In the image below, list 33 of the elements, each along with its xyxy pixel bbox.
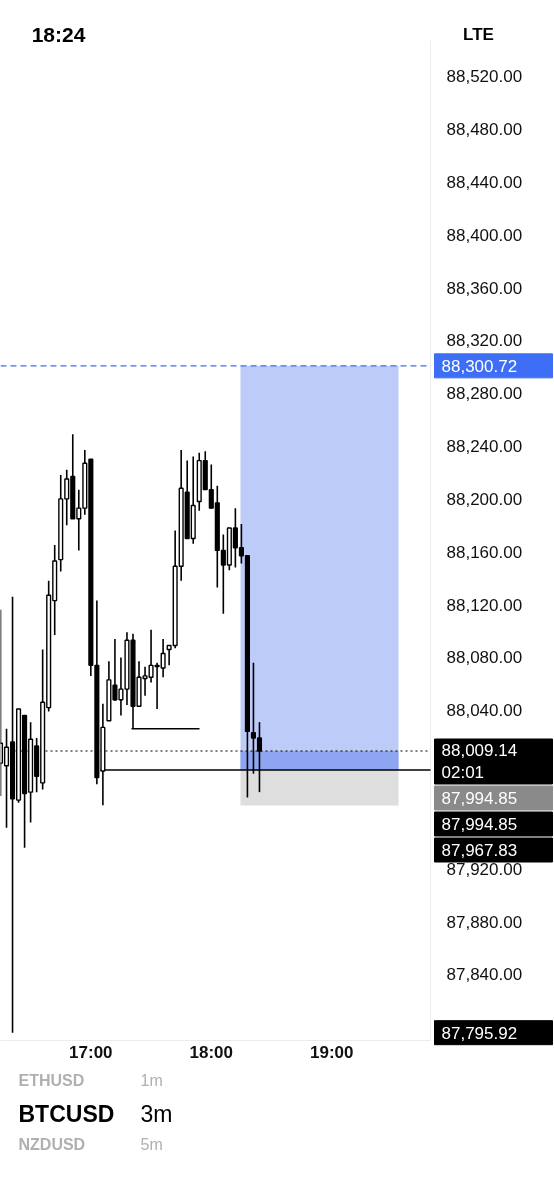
ref-line-label: 87,994.85 — [441, 815, 518, 835]
y-tick-label: 88,480.00 — [446, 120, 523, 140]
text: BTCUSD — [18, 1100, 115, 1127]
y-tick-label: 88,120.00 — [446, 595, 523, 615]
text: LTE — [463, 25, 494, 44]
text: 5m — [140, 1136, 163, 1153]
y-tick-label: 88,320.00 — [446, 331, 523, 351]
x-tick-label: 17:00 — [69, 1043, 113, 1062]
text: 1m — [140, 1072, 163, 1089]
text: 3m — [140, 1100, 173, 1127]
y-tick-label: 87,880.00 — [446, 912, 523, 932]
annotation: 18:24 — [31, 23, 86, 46]
y-tick-label: 88,520.00 — [446, 67, 523, 87]
y-tick-label: 88,040.00 — [446, 701, 523, 721]
y-tick-label: 88,080.00 — [446, 648, 523, 668]
text: 87,795.92 — [441, 1023, 518, 1043]
y-tick-label: 87,840.00 — [446, 965, 523, 985]
y-tick-label: 88,280.00 — [446, 384, 523, 404]
text: ETHUSD — [18, 1072, 85, 1089]
y-tick-label: 88,400.00 — [446, 225, 523, 245]
y-tick-label: 87,920.00 — [446, 859, 523, 879]
y-tick-label: 88,200.00 — [446, 489, 523, 509]
band-label: 87,967.83 — [441, 841, 518, 861]
x-tick-label: 19:00 — [309, 1043, 354, 1062]
y-tick-label: 88,240.00 — [446, 437, 523, 457]
x-tick-label: 18:00 — [189, 1043, 234, 1062]
ref-line-label: 88,300.72 — [441, 356, 518, 376]
band-label: 87,994.85 — [441, 789, 518, 809]
y-tick-label: 88,160.00 — [446, 542, 523, 562]
text: NZDUSD — [18, 1136, 86, 1153]
y-tick-label: 88,440.00 — [446, 172, 523, 192]
ref-line-label: 88,009.14 02:01 — [441, 741, 518, 782]
y-tick-label: 88,360.00 — [446, 278, 523, 298]
